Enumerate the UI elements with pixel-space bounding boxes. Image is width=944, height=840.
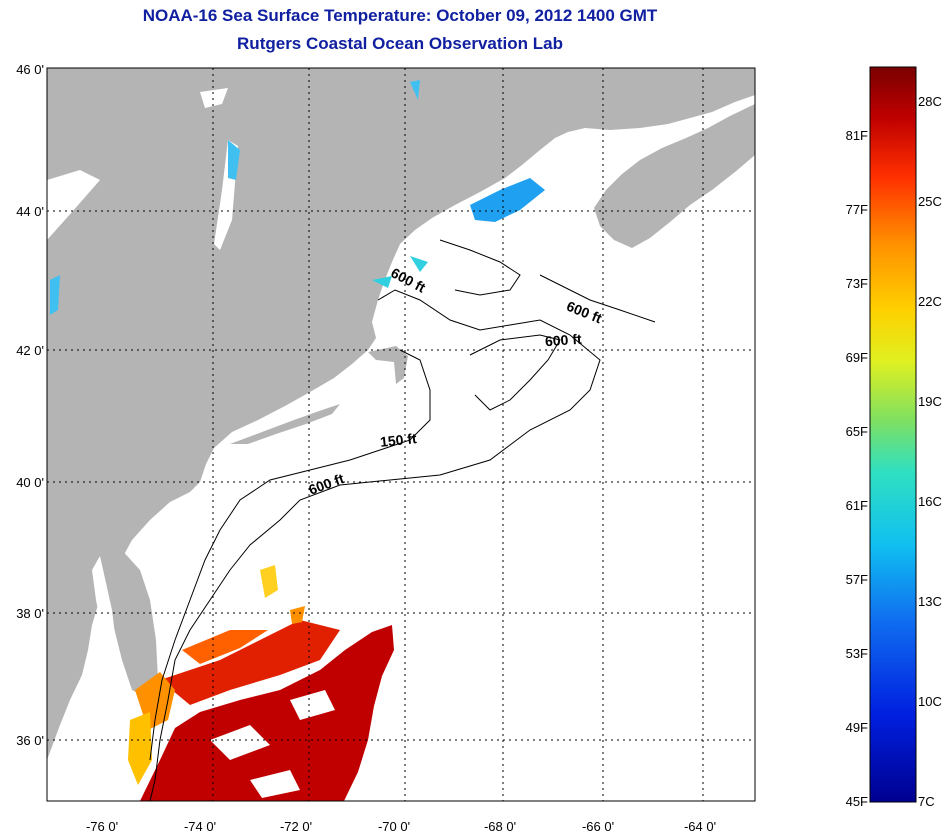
colorbar-f-label: 73F	[845, 276, 868, 291]
colorbar-c-label: 13C	[918, 594, 942, 609]
colorbar-f-label: 57F	[845, 572, 868, 587]
map-subtitle: Rutgers Coastal Ocean Observation Lab	[237, 34, 563, 53]
land-cape-cod	[368, 346, 408, 384]
lat-tick-label: 42 0'	[16, 343, 44, 358]
lon-tick-label: -64 0'	[683, 819, 717, 834]
map-frame	[46, 67, 756, 802]
colorbar-c-label: 10C	[918, 694, 942, 709]
lon-tick-label: -76 0'	[85, 819, 119, 834]
lat-tick-label: 46 0'	[16, 62, 44, 77]
colorbar-c-label: 28C	[918, 94, 942, 109]
lon-tick-label: -70 0'	[377, 819, 411, 834]
lake-shape	[200, 88, 228, 108]
bay-shape	[146, 520, 160, 560]
lon-tick-label: -66 0'	[581, 819, 615, 834]
sst-warm-patches	[128, 565, 394, 801]
depth-contours	[149, 239, 656, 801]
colorbar-f-label: 53F	[845, 646, 868, 661]
colorbar-f-label: 77F	[845, 202, 868, 217]
lat-tick-label: 44 0'	[16, 204, 44, 219]
map-title: NOAA-16 Sea Surface Temperature: October…	[142, 6, 658, 25]
land-mainland	[47, 68, 755, 760]
colorbar-c-label: 19C	[918, 394, 942, 409]
map-grid	[47, 68, 755, 801]
bay-shape	[92, 556, 124, 700]
colorbar	[869, 66, 917, 803]
colorbar-f-label: 65F	[845, 424, 868, 439]
lon-tick-label: -72 0'	[279, 819, 313, 834]
colorbar-f-label: 69F	[845, 350, 868, 365]
colorbar-c-label: 7C	[918, 794, 935, 809]
colorbar-f-label: 81F	[845, 128, 868, 143]
colorbar-f-label: 45F	[845, 794, 868, 809]
lat-tick-label: 36 0'	[16, 733, 44, 748]
lon-tick-label: -74 0'	[183, 819, 217, 834]
lon-tick-label: -68 0'	[483, 819, 517, 834]
land-nova-scotia	[594, 104, 755, 248]
colorbar-c-label: 22C	[918, 294, 942, 309]
land-long-island	[230, 404, 340, 444]
lake-shape	[47, 170, 100, 240]
colorbar-c-label: 25C	[918, 194, 942, 209]
colorbar-f-label: 49F	[845, 720, 868, 735]
land-delmarva	[90, 548, 158, 700]
lat-tick-label: 40 0'	[16, 475, 44, 490]
colorbar-f-label: 61F	[845, 498, 868, 513]
lat-tick-label: 38 0'	[16, 606, 44, 621]
contour-label: 600 ft	[544, 330, 583, 350]
sst-cool-patches	[50, 80, 545, 315]
colorbar-c-label: 16C	[918, 494, 942, 509]
